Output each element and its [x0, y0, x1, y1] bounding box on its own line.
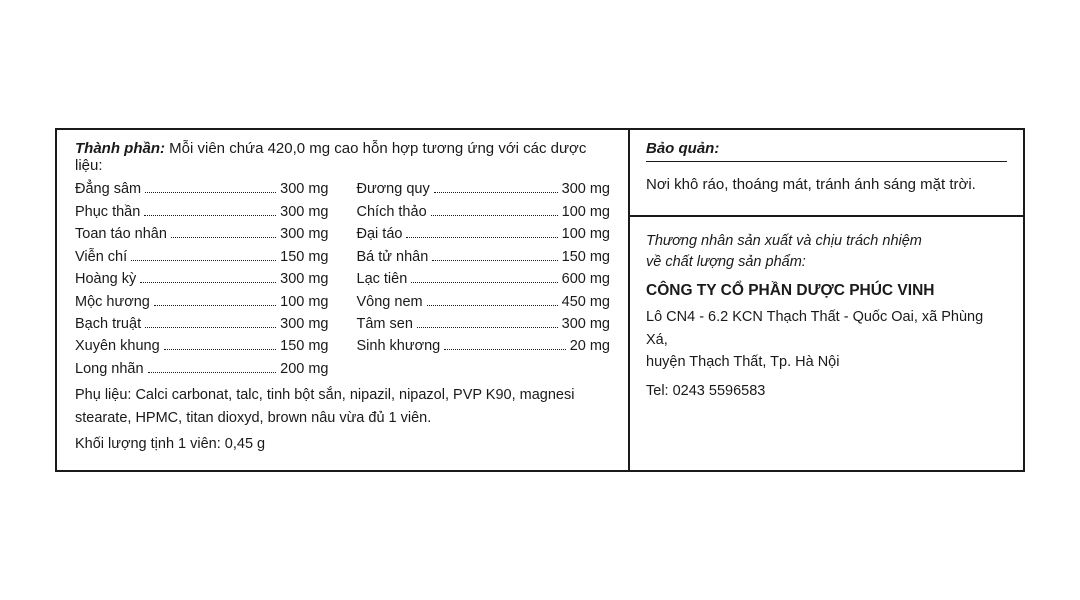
storage-section: Bảo quản: Nơi khô ráo, thoáng mát, tránh…: [630, 130, 1023, 217]
ingredient-name: Đại táo: [357, 223, 403, 245]
company-section: Thương nhân sản xuất và chịu trách nhiệm…: [630, 217, 1023, 420]
dot-leader: [417, 316, 558, 328]
dot-leader: [171, 227, 276, 239]
company-addr-2: huyện Thạch Thất, Tp. Hà Nội: [646, 351, 1007, 373]
composition-heading-row: Thành phần: Mỗi viên chứa 420,0 mg cao h…: [75, 140, 610, 174]
ingredient-row: Đương quy 300 mg: [357, 178, 611, 200]
ingredient-name: Long nhãn: [75, 358, 144, 380]
ingredient-row: Bá tử nhân 150 mg: [357, 246, 611, 268]
ingredient-row: Long nhãn 200 mg: [75, 358, 329, 380]
company-tel: Tel: 0243 5596583: [646, 380, 1007, 402]
dot-leader: [144, 204, 276, 216]
ingredient-name: Vông nem: [357, 291, 423, 313]
dot-leader: [431, 204, 558, 216]
dot-leader: [434, 182, 558, 194]
ingredient-amount: 300 mg: [280, 223, 328, 245]
ingredient-amount: 300 mg: [280, 201, 328, 223]
ingredient-name: Đương quy: [357, 178, 430, 200]
right-column: Bảo quản: Nơi khô ráo, thoáng mát, tránh…: [630, 130, 1023, 470]
ingredients-columns: Đẳng sâm300 mgPhục thần300 mgToan táo nh…: [75, 178, 610, 380]
storage-heading: Bảo quản:: [646, 140, 1007, 162]
excipients-text: Phụ liệu: Calci carbonat, talc, tinh bột…: [75, 384, 610, 429]
storage-text: Nơi khô ráo, thoáng mát, tránh ánh sáng …: [646, 174, 1007, 197]
composition-section: Thành phần: Mỗi viên chứa 420,0 mg cao h…: [57, 130, 630, 470]
ingredient-row: Viễn chí 150 mg: [75, 246, 329, 268]
ingredient-name: Bạch truật: [75, 313, 141, 335]
ingredients-col-right: Đương quy 300 mg Chích thảo 100 mg Đại táo 10…: [357, 178, 611, 380]
ingredient-row: Lạc tiên 600 mg: [357, 268, 611, 290]
company-intro-1: Thương nhân sản xuất và chịu trách nhiệm: [646, 231, 1007, 253]
ingredients-col-left: Đẳng sâm300 mgPhục thần300 mgToan táo nh…: [75, 178, 329, 380]
ingredient-amount: 100 mg: [562, 201, 610, 223]
ingredient-row: Vông nem 450 mg: [357, 291, 611, 313]
ingredient-amount: 100 mg: [280, 291, 328, 313]
ingredient-name: Phục thần: [75, 201, 140, 223]
ingredient-row: Sinh khương 20 mg: [357, 335, 611, 357]
info-panel: Thành phần: Mỗi viên chứa 420,0 mg cao h…: [55, 128, 1025, 472]
ingredient-name: Hoàng kỳ: [75, 268, 136, 290]
company-name: CÔNG TY CỔ PHẦN DƯỢC PHÚC VINH: [646, 282, 1007, 300]
ingredient-row: Mộc hương 100 mg: [75, 291, 329, 313]
ingredient-name: Xuyên khung: [75, 335, 160, 357]
ingredient-name: Bá tử nhân: [357, 246, 429, 268]
ingredient-amount: 150 mg: [562, 246, 610, 268]
weight-text: Khối lượng tịnh 1 viên: 0,45 g: [75, 433, 610, 455]
dot-leader: [444, 339, 565, 351]
composition-heading-label: Thành phần:: [75, 140, 165, 157]
ingredient-name: Tâm sen: [357, 313, 413, 335]
ingredient-name: Đẳng sâm: [75, 178, 141, 200]
dot-leader: [427, 294, 558, 306]
ingredient-amount: 300 mg: [280, 313, 328, 335]
ingredient-amount: 100 mg: [562, 223, 610, 245]
ingredient-row: Xuyên khung 150 mg: [75, 335, 329, 357]
dot-leader: [131, 249, 276, 261]
ingredient-row: Phục thần 300 mg: [75, 201, 329, 223]
dot-leader: [148, 361, 277, 373]
ingredient-amount: 300 mg: [280, 178, 328, 200]
company-addr-1: Lô CN4 - 6.2 KCN Thạch Thất - Quốc Oai, …: [646, 306, 1007, 351]
ingredient-row: Đại táo 100 mg: [357, 223, 611, 245]
ingredient-name: Chích thảo: [357, 201, 427, 223]
dot-leader: [432, 249, 557, 261]
dot-leader: [406, 227, 557, 239]
ingredient-name: Sinh khương: [357, 335, 441, 357]
ingredient-amount: 20 mg: [570, 335, 610, 357]
ingredient-amount: 450 mg: [562, 291, 610, 313]
dot-leader: [145, 182, 276, 194]
ingredient-row: Bạch truật 300 mg: [75, 313, 329, 335]
dot-leader: [145, 316, 276, 328]
ingredient-name: Mộc hương: [75, 291, 150, 313]
ingredient-row: Toan táo nhân 300 mg: [75, 223, 329, 245]
company-intro-2: về chất lượng sản phẩm:: [646, 252, 1007, 274]
dot-leader: [154, 294, 276, 306]
ingredient-name: Viễn chí: [75, 246, 127, 268]
ingredient-amount: 150 mg: [280, 246, 328, 268]
dot-leader: [140, 271, 276, 283]
ingredient-amount: 150 mg: [280, 335, 328, 357]
ingredient-row: Hoàng kỳ 300 mg: [75, 268, 329, 290]
ingredient-name: Lạc tiên: [357, 268, 408, 290]
ingredient-row: Chích thảo 100 mg: [357, 201, 611, 223]
ingredient-amount: 200 mg: [280, 358, 328, 380]
ingredient-row: Đẳng sâm 300 mg: [75, 178, 329, 200]
ingredient-name: Toan táo nhân: [75, 223, 167, 245]
ingredient-amount: 600 mg: [562, 268, 610, 290]
dot-leader: [164, 339, 276, 351]
ingredient-amount: 300 mg: [562, 178, 610, 200]
ingredient-row: Tâm sen 300 mg: [357, 313, 611, 335]
dot-leader: [411, 271, 557, 283]
ingredient-amount: 300 mg: [562, 313, 610, 335]
ingredient-amount: 300 mg: [280, 268, 328, 290]
